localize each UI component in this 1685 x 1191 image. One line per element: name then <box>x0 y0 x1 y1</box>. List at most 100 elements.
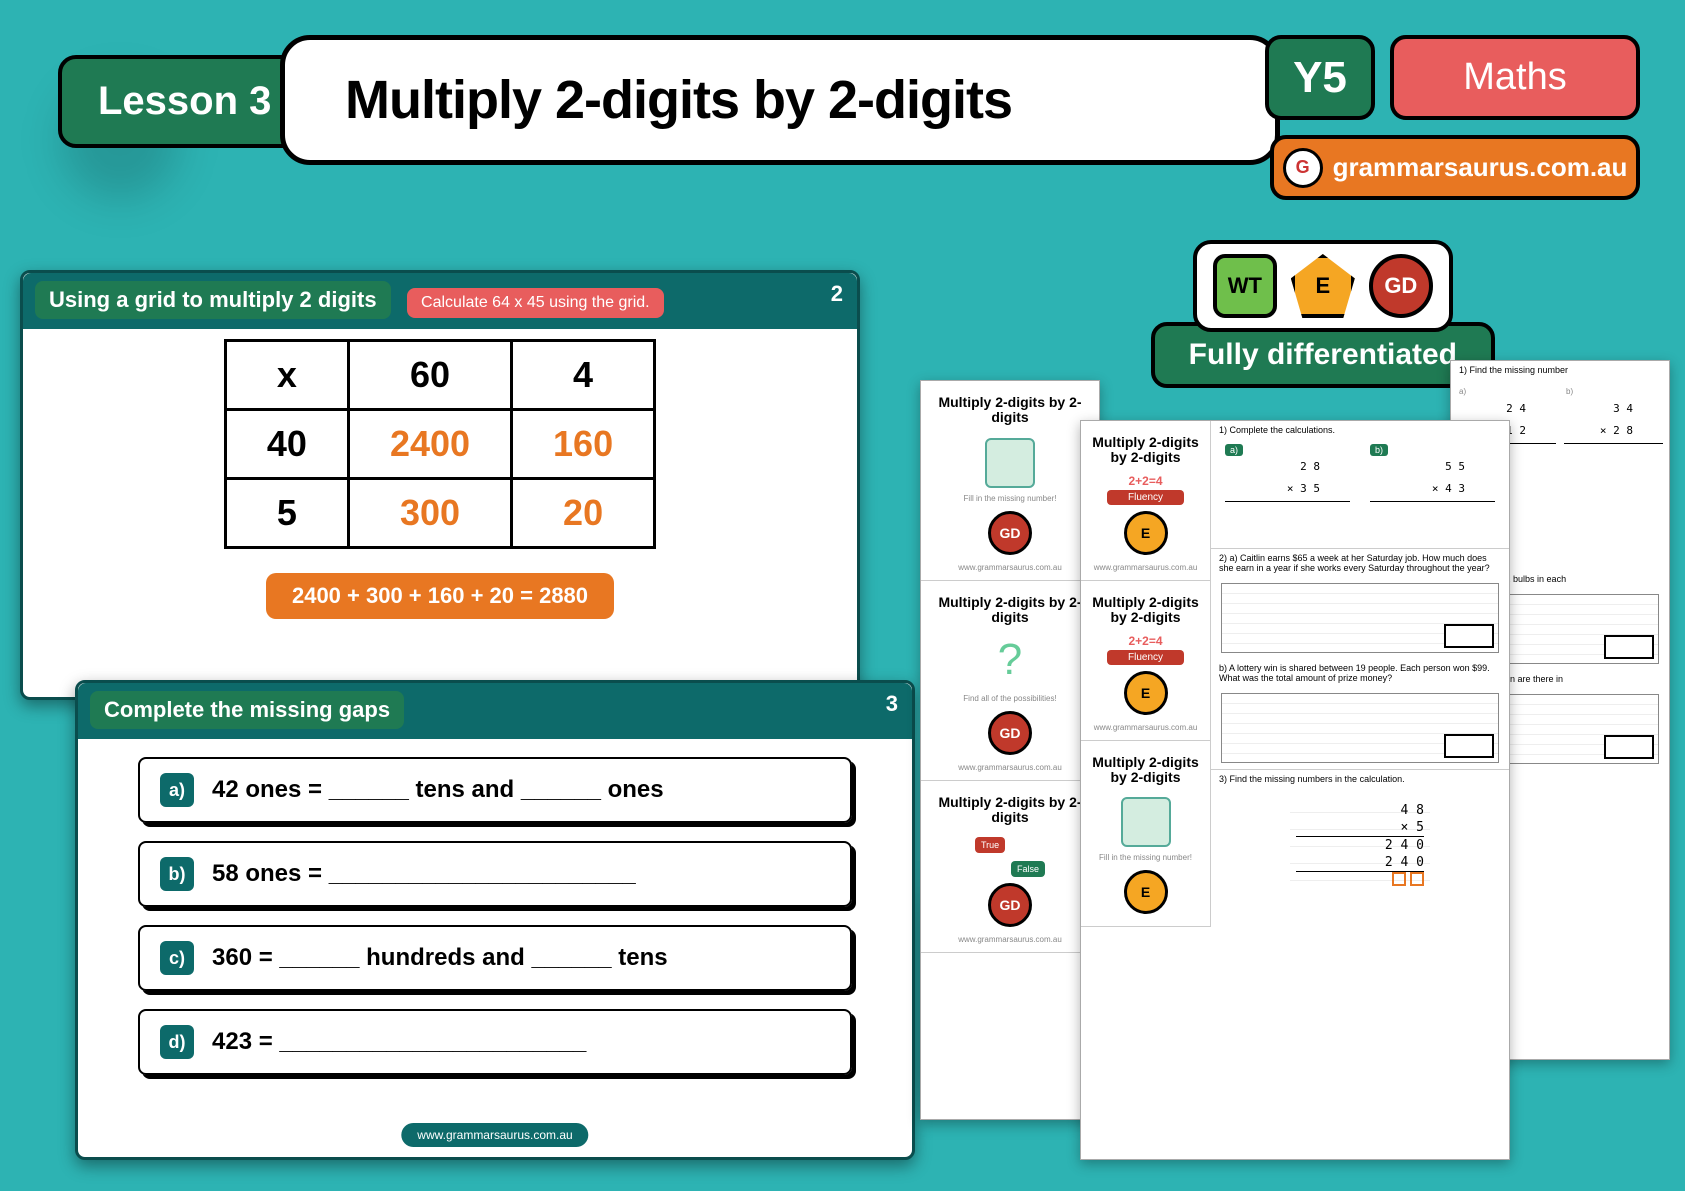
grid-r2c2: 20 <box>512 479 655 548</box>
gd-badge-3: GD <box>988 883 1032 927</box>
ws2-b-label: b) <box>1564 385 1663 398</box>
differentiation-group: WT E GD Fully differentiated <box>1151 240 1495 388</box>
fluency-label-1: Fluency <box>1107 490 1184 505</box>
ws2-a-label: a) <box>1457 385 1556 398</box>
q1a-n2: × 3 5 <box>1225 478 1350 501</box>
q3-r4: 2 4 0 <box>1296 854 1424 872</box>
puzzle-icon-2 <box>1121 797 1171 847</box>
calculation-sum: 2400 + 300 + 160 + 20 = 2880 <box>266 573 614 619</box>
grid-r2c1: 300 <box>348 479 511 548</box>
e-badge-2: E <box>1124 671 1168 715</box>
grid-h1: 60 <box>348 341 511 410</box>
q1b-n2: × 4 3 <box>1370 478 1495 501</box>
subject-badge: Maths <box>1390 35 1640 120</box>
gap-d-label: d) <box>160 1025 194 1059</box>
wsm-box-2a <box>1221 583 1499 653</box>
slide2-heading: Complete the missing gaps <box>90 691 404 729</box>
true-false-icon: True False <box>975 837 1045 877</box>
e-badge-1: E <box>1124 511 1168 555</box>
q1b-n1: 5 5 <box>1370 456 1495 478</box>
wsm-q2b: b) A lottery win is shared between 19 pe… <box>1211 659 1509 687</box>
slide1-instruction: Calculate 64 x 45 using the grid. <box>407 288 664 318</box>
ws2-b-n2: × 2 8 <box>1564 420 1663 443</box>
worksheet-main: Multiply 2-digits by 2-digits 2+2=4 Flue… <box>1080 420 1510 1160</box>
wsm-formula-1: 2+2=4 <box>1087 474 1204 488</box>
ws-title-3: Multiply 2-digits by 2-digits <box>927 787 1093 834</box>
wsm-title-1: Multiply 2-digits by 2-digits <box>1087 427 1204 474</box>
wsm-q1: 1) Complete the calculations. <box>1211 421 1509 439</box>
slide-missing-gaps: Complete the missing gaps 3 a) 42 ones =… <box>75 680 915 1160</box>
year-badge: Y5 <box>1265 35 1375 120</box>
ws-fill-1: Fill in the missing number! <box>927 492 1093 505</box>
e-badge-3: E <box>1124 870 1168 914</box>
ws-site-1: www.grammarsaurus.com.au <box>927 561 1093 574</box>
gap-c-label: c) <box>160 941 194 975</box>
gap-b-label: b) <box>160 857 194 891</box>
gap-b-text: 58 ones = _______________________ <box>212 860 636 888</box>
question-icon: ? <box>990 638 1030 688</box>
answer-box <box>1444 624 1494 648</box>
ws2-q1: 1) Find the missing number <box>1451 361 1669 379</box>
gap-a-label: a) <box>160 773 194 807</box>
slide2-footer: www.grammarsaurus.com.au <box>401 1123 588 1147</box>
slide1-page: 2 <box>831 281 843 307</box>
answer-box <box>1604 735 1654 759</box>
diff-e-badge: E <box>1291 254 1355 318</box>
site-badge: G grammarsaurus.com.au <box>1270 135 1640 200</box>
diff-circles: WT E GD <box>1193 240 1453 332</box>
lesson-badge: Lesson 3 <box>58 55 311 148</box>
gap-c-text: 360 = ______ hundreds and ______ tens <box>212 944 668 972</box>
wsm-q3: 3) Find the missing numbers in the calcu… <box>1211 770 1509 788</box>
q3-r1: 4 8 <box>1296 802 1424 819</box>
gap-a-text: 42 ones = ______ tens and ______ ones <box>212 776 664 804</box>
gap-d-text: 423 = _______________________ <box>212 1028 586 1056</box>
logo-icon: G <box>1283 148 1323 188</box>
worksheet-strip-left: Multiply 2-digits by 2-digits Fill in th… <box>920 380 1100 1120</box>
slide-grid-multiply: Using a grid to multiply 2 digits Calcul… <box>20 270 860 700</box>
gap-row-a: a) 42 ones = ______ tens and ______ ones <box>138 757 852 823</box>
grid-r1c0: 40 <box>225 410 348 479</box>
grid-h2: 4 <box>512 341 655 410</box>
wsm-title-2: Multiply 2-digits by 2-digits <box>1087 587 1204 634</box>
gap-row-d: d) 423 = _______________________ <box>138 1009 852 1075</box>
ws2-b-n1: 3 4 <box>1564 398 1663 420</box>
answer-box <box>1444 734 1494 758</box>
ws2-a-n1: 2 4 <box>1457 398 1556 420</box>
ws-title-2: Multiply 2-digits by 2-digits <box>927 587 1093 634</box>
gap-row-b: b) 58 ones = _______________________ <box>138 841 852 907</box>
gap-row-c: c) 360 = ______ hundreds and ______ tens <box>138 925 852 991</box>
q3-r2: × 5 <box>1296 819 1424 837</box>
grid-x: x <box>225 341 348 410</box>
true-label: True <box>975 837 1005 853</box>
ws-title-1: Multiply 2-digits by 2-digits <box>927 387 1093 434</box>
site-url: grammarsaurus.com.au <box>1333 152 1628 183</box>
wsm-box-2b <box>1221 693 1499 763</box>
diff-gd-badge: GD <box>1369 254 1433 318</box>
grid-r1c1: 2400 <box>348 410 511 479</box>
puzzle-icon <box>985 438 1035 488</box>
gd-badge-2: GD <box>988 711 1032 755</box>
answer-box <box>1604 635 1654 659</box>
gd-badge-1: GD <box>988 511 1032 555</box>
wsm-site-2: www.grammarsaurus.com.au <box>1087 721 1204 734</box>
multiplication-grid: x 60 4 40 2400 160 5 300 20 <box>224 339 656 549</box>
ws-site-2: www.grammarsaurus.com.au <box>927 761 1093 774</box>
wsm-formula-2: 2+2=4 <box>1087 634 1204 648</box>
diff-wt-badge: WT <box>1213 254 1277 318</box>
lesson-title: Multiply 2-digits by 2-digits <box>280 35 1280 165</box>
wsm-q2a: 2) a) Caitlin earns $65 a week at her Sa… <box>1211 549 1509 577</box>
q1a-label: a) <box>1225 444 1243 456</box>
slide2-page: 3 <box>886 691 898 717</box>
grid-r1c2: 160 <box>512 410 655 479</box>
wsm-fill: Fill in the missing number! <box>1087 851 1204 864</box>
false-label: False <box>1011 861 1045 877</box>
ws-site-3: www.grammarsaurus.com.au <box>927 933 1093 946</box>
ws-find: Find all of the possibilities! <box>927 692 1093 705</box>
grid-r2c0: 5 <box>225 479 348 548</box>
q3-r3: 2 4 0 <box>1296 837 1424 854</box>
q1a-n1: 2 8 <box>1225 456 1350 478</box>
q1b-label: b) <box>1370 444 1388 456</box>
wsm-title-3: Multiply 2-digits by 2-digits <box>1087 747 1204 794</box>
fluency-label-2: Fluency <box>1107 650 1184 665</box>
slide1-heading: Using a grid to multiply 2 digits <box>35 281 391 319</box>
